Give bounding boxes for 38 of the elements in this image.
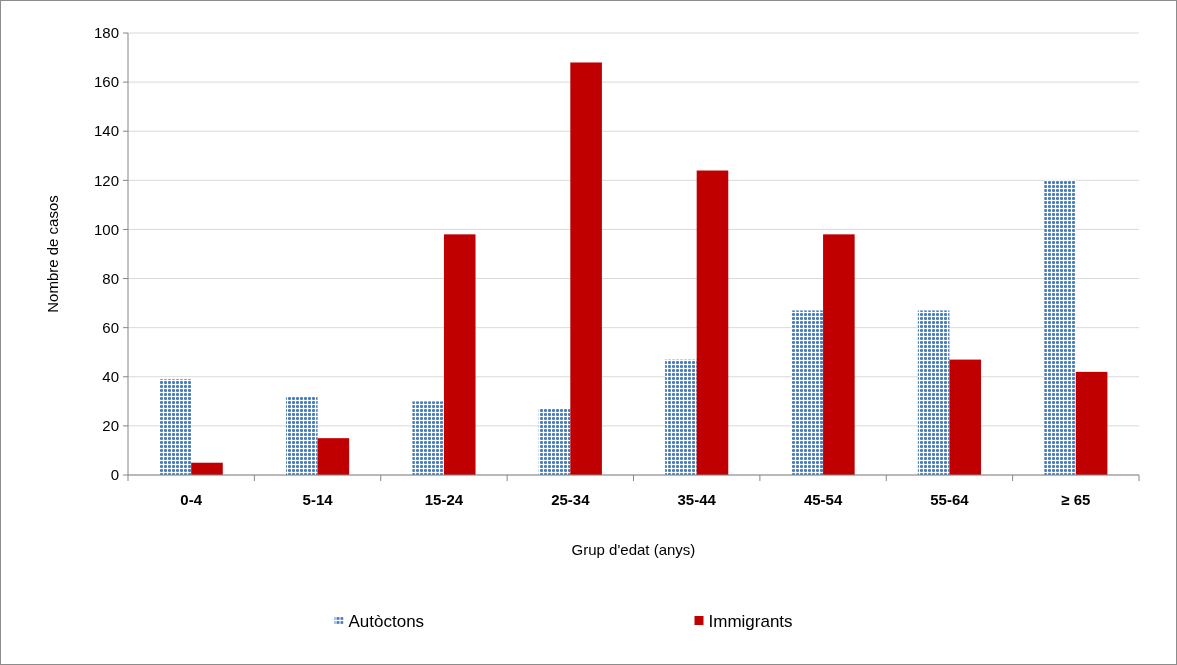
- y-tick-label: 40: [102, 368, 119, 386]
- x-tick-label: ≥ 65: [1061, 491, 1091, 508]
- bar: [1044, 180, 1076, 475]
- x-axis-title: Grup d'edat (anys): [571, 541, 696, 558]
- y-tick-label: 80: [102, 269, 119, 287]
- bar: [317, 438, 350, 475]
- y-axis-title: Nombre de casos: [44, 195, 61, 313]
- y-tick-label: 140: [93, 122, 119, 140]
- x-tick-label: 25-34: [551, 491, 591, 508]
- bar: [791, 310, 824, 475]
- x-tick-label: 0-4: [180, 491, 203, 508]
- x-tick-label: 55-64: [930, 491, 970, 508]
- x-tick-label: 5-14: [302, 491, 334, 508]
- bar: [665, 359, 697, 475]
- bar: [949, 359, 982, 475]
- bar: [443, 234, 476, 475]
- legend-label: Immigrants: [708, 611, 793, 631]
- x-tick-label: 35-44: [677, 491, 717, 508]
- y-tick-label: 160: [93, 73, 119, 91]
- y-tick-label: 20: [102, 417, 119, 435]
- x-tick-label: 45-54: [803, 491, 843, 508]
- bar: [285, 396, 318, 475]
- bar: [696, 170, 729, 475]
- y-tick-label: 100: [93, 220, 119, 238]
- y-tick-label: 120: [93, 171, 119, 189]
- y-tick-label: 60: [102, 318, 119, 336]
- y-tick-label: 0: [110, 466, 119, 484]
- bar: [823, 234, 855, 475]
- bar: [412, 401, 444, 475]
- bar: [570, 62, 602, 475]
- bar: [538, 408, 571, 475]
- legend-label: Autòctons: [348, 611, 425, 631]
- bar: [159, 379, 192, 475]
- y-tick-label: 180: [93, 24, 119, 42]
- bar: [917, 310, 950, 475]
- bar: [1075, 371, 1108, 475]
- x-tick-label: 15-24: [424, 491, 464, 508]
- bar: [191, 462, 223, 475]
